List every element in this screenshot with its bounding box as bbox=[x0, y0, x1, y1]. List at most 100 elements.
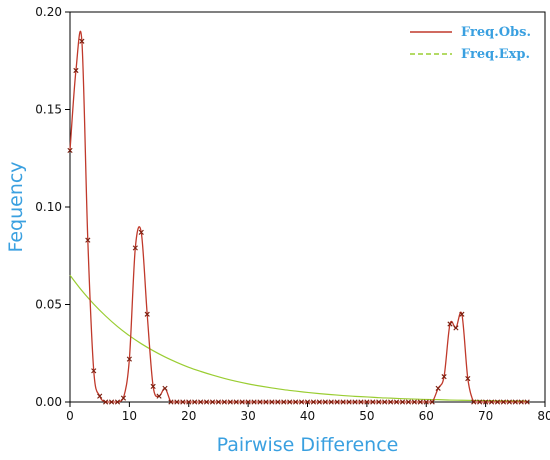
data-point-freq-obs bbox=[417, 399, 423, 405]
data-point-freq-obs bbox=[304, 399, 311, 405]
x-tick-label: 30 bbox=[240, 409, 255, 423]
data-point-freq-obs bbox=[215, 399, 222, 405]
marker-stroke bbox=[144, 311, 150, 317]
data-point-freq-obs bbox=[405, 399, 412, 405]
marker-stroke bbox=[67, 147, 73, 154]
data-point-freq-obs bbox=[120, 395, 127, 401]
marker-stroke bbox=[471, 399, 477, 405]
marker-stroke bbox=[263, 399, 269, 405]
data-point-freq-obs bbox=[97, 393, 103, 399]
data-point-freq-obs bbox=[399, 399, 406, 405]
marker-stroke bbox=[174, 399, 180, 405]
data-point-freq-obs bbox=[423, 399, 429, 405]
data-point-freq-obs bbox=[79, 38, 85, 44]
data-point-freq-obs bbox=[144, 311, 150, 317]
marker-stroke bbox=[209, 399, 216, 405]
marker-stroke bbox=[310, 399, 317, 405]
data-point-freq-obs bbox=[298, 399, 305, 405]
data-point-freq-obs bbox=[435, 385, 441, 391]
y-tick-label: 0.10 bbox=[35, 200, 62, 214]
marker-stroke bbox=[120, 395, 127, 401]
marker-stroke bbox=[483, 399, 489, 405]
data-point-freq-obs bbox=[174, 399, 180, 405]
data-point-freq-obs bbox=[67, 147, 73, 154]
marker-stroke bbox=[287, 399, 293, 405]
data-point-freq-obs bbox=[316, 399, 322, 405]
data-point-freq-obs bbox=[91, 368, 97, 374]
legend: Freq.Obs. Freq.Exp. bbox=[410, 25, 531, 62]
y-axis-title: Fequency bbox=[5, 161, 27, 252]
marker-stroke bbox=[417, 399, 423, 405]
data-point-freq-obs bbox=[310, 399, 317, 405]
marker-stroke bbox=[435, 385, 441, 391]
marker-stroke bbox=[162, 385, 168, 391]
marker-stroke bbox=[340, 399, 346, 405]
data-point-freq-obs bbox=[245, 399, 251, 405]
data-point-freq-obs bbox=[156, 393, 162, 399]
marker-stroke bbox=[108, 399, 115, 405]
data-point-freq-obs bbox=[85, 237, 91, 243]
marker-stroke bbox=[304, 399, 311, 405]
x-tick-label: 50 bbox=[359, 409, 374, 423]
marker-stroke bbox=[73, 67, 79, 74]
marker-stroke bbox=[411, 399, 417, 405]
marker-stroke bbox=[221, 399, 227, 405]
data-point-freq-obs bbox=[388, 399, 394, 405]
data-point-freq-obs bbox=[322, 399, 328, 405]
data-point-freq-obs bbox=[251, 399, 257, 405]
marker-stroke bbox=[269, 399, 275, 405]
marker-stroke bbox=[198, 399, 204, 405]
marker-stroke bbox=[488, 399, 495, 405]
data-point-freq-obs bbox=[429, 399, 435, 405]
data-point-freq-obs bbox=[233, 399, 239, 405]
data-point-freq-obs bbox=[203, 399, 210, 405]
data-point-freq-obs bbox=[287, 399, 293, 405]
data-point-freq-obs bbox=[518, 399, 524, 405]
marker-stroke bbox=[233, 399, 239, 405]
marker-stroke bbox=[138, 229, 144, 235]
data-point-freq-obs bbox=[269, 399, 275, 405]
data-point-freq-obs bbox=[376, 399, 382, 405]
marker-stroke bbox=[114, 399, 121, 405]
legend-label: Freq.Exp. bbox=[461, 47, 530, 62]
data-point-freq-obs bbox=[162, 385, 168, 391]
marker-stroke bbox=[293, 399, 299, 405]
data-point-freq-obs bbox=[483, 399, 489, 405]
data-point-freq-obs bbox=[257, 399, 263, 405]
x-tick-label: 20 bbox=[181, 409, 196, 423]
series-line-freq-obs bbox=[69, 31, 528, 403]
marker-stroke bbox=[91, 368, 97, 374]
marker-stroke bbox=[298, 399, 305, 405]
legend-item-freq-exp: Freq.Exp. bbox=[410, 47, 530, 62]
x-axis-title: Pairwise Difference bbox=[217, 434, 399, 456]
x-tick-label: 10 bbox=[122, 409, 137, 423]
marker-stroke bbox=[453, 325, 459, 331]
y-axis: 0.00 0.05 0.10 0.15 0.20 bbox=[35, 5, 70, 409]
marker-stroke bbox=[328, 399, 334, 405]
marker-stroke bbox=[103, 399, 109, 405]
marker-stroke bbox=[203, 399, 210, 405]
marker-stroke bbox=[364, 399, 370, 405]
marker-stroke bbox=[132, 245, 138, 251]
data-point-freq-obs bbox=[221, 399, 227, 405]
marker-stroke bbox=[518, 399, 524, 405]
marker-stroke bbox=[352, 399, 358, 405]
marker-stroke bbox=[399, 399, 406, 405]
marker-stroke bbox=[346, 399, 352, 405]
marker-stroke bbox=[239, 399, 245, 405]
series-layer bbox=[67, 31, 530, 405]
data-point-freq-obs bbox=[108, 399, 115, 405]
marker-stroke bbox=[429, 399, 435, 405]
data-point-freq-obs bbox=[192, 399, 198, 405]
data-point-freq-obs bbox=[334, 399, 340, 405]
marker-stroke bbox=[97, 393, 103, 399]
data-point-freq-obs bbox=[441, 374, 447, 380]
data-point-freq-obs bbox=[114, 399, 121, 405]
data-point-freq-obs bbox=[346, 399, 352, 405]
data-point-freq-obs bbox=[382, 399, 388, 405]
marker-stroke bbox=[322, 399, 328, 405]
marker-stroke bbox=[447, 321, 453, 327]
data-point-freq-obs bbox=[477, 399, 483, 405]
data-point-freq-obs bbox=[500, 399, 507, 405]
marker-stroke bbox=[441, 374, 447, 380]
